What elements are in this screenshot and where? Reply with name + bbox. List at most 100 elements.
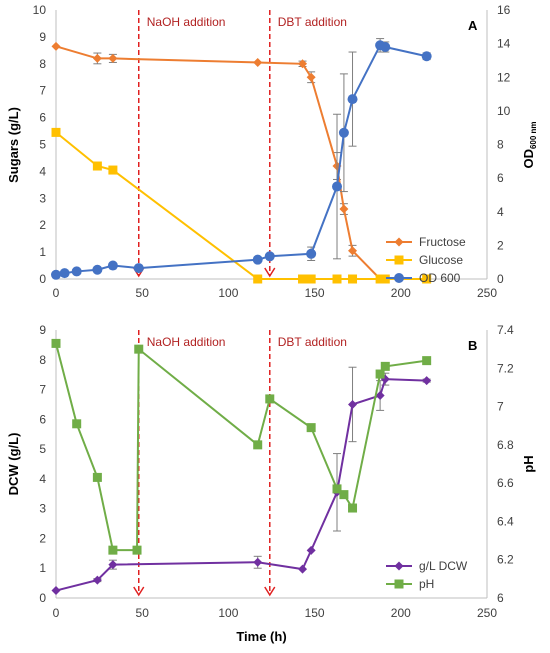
legend: Fructose Glucose OD 600 xyxy=(386,235,466,285)
data-point xyxy=(265,394,275,404)
legend-label: Glucose xyxy=(419,253,463,267)
y-tick-label-right: 10 xyxy=(497,104,511,118)
data-point xyxy=(380,361,390,371)
y-tick-label-right: 6 xyxy=(497,591,504,605)
data-point xyxy=(134,344,144,354)
data-point xyxy=(339,204,349,214)
y-axis-title-left: Sugars (g/L) xyxy=(6,107,21,183)
annotation-label: DBT addition xyxy=(278,335,347,349)
data-point xyxy=(92,53,102,63)
data-point xyxy=(422,376,432,386)
data-point xyxy=(375,369,385,379)
data-point xyxy=(133,263,144,274)
data-point xyxy=(306,545,316,555)
data-point xyxy=(306,72,316,82)
y-tick-label-right: 8 xyxy=(497,138,504,152)
data-point xyxy=(132,545,142,555)
legend-swatch-marker xyxy=(394,561,404,571)
data-point xyxy=(92,472,102,482)
y-tick-label-left: 0 xyxy=(39,591,46,605)
y-tick-label-left: 0 xyxy=(39,272,46,286)
panel-letter: B xyxy=(468,338,477,353)
data-point xyxy=(338,127,349,138)
series-line xyxy=(55,378,427,592)
data-point xyxy=(348,503,358,513)
y-tick-label-left: 9 xyxy=(39,30,46,44)
x-tick-label: 200 xyxy=(391,606,411,620)
data-point xyxy=(108,165,118,175)
annotation-arrow xyxy=(133,586,145,597)
x-axis-title: Time (h) xyxy=(236,629,286,644)
y-tick-label-right: 16 xyxy=(497,3,511,17)
panel-b: 0 50 100 150 200 250 0 1 2 3 4 5 6 7 8 9 6 6.2 6.4 6.6 6.8 7 7… xyxy=(6,323,536,644)
series-ph xyxy=(51,338,432,555)
data-point xyxy=(306,248,317,259)
data-point xyxy=(298,274,308,284)
legend-label: OD 600 xyxy=(419,271,461,285)
data-point xyxy=(59,268,70,279)
y-axis-title-left: DCW (g/L) xyxy=(6,433,21,496)
annotation-label: NaOH addition xyxy=(147,15,226,29)
legend-swatch-marker xyxy=(394,579,404,589)
series-fructose xyxy=(51,41,390,284)
x-tick-label: 250 xyxy=(477,606,497,620)
data-point xyxy=(252,254,263,265)
data-point xyxy=(108,53,118,63)
data-point xyxy=(108,560,118,570)
data-point xyxy=(108,545,118,555)
y-tick-label-right: 12 xyxy=(497,70,511,84)
y-tick-label-right: 7.4 xyxy=(497,323,514,337)
data-point xyxy=(92,575,102,585)
data-point xyxy=(332,181,343,192)
y-tick-label-right: 0 xyxy=(497,272,504,286)
x-tick-label: 0 xyxy=(53,606,60,620)
data-point xyxy=(51,41,61,51)
x-tick-label: 0 xyxy=(53,286,60,300)
annotation-label: NaOH addition xyxy=(147,335,226,349)
data-point xyxy=(347,94,358,105)
panel-letter: A xyxy=(468,18,478,33)
data-point xyxy=(264,251,275,262)
data-point xyxy=(375,391,385,401)
legend-swatch-marker xyxy=(394,273,404,283)
annotation-label: DBT addition xyxy=(278,15,347,29)
data-point xyxy=(422,274,432,284)
y-tick-label-left: 8 xyxy=(39,57,46,71)
data-point xyxy=(422,356,432,366)
data-point xyxy=(375,274,385,284)
data-point xyxy=(348,246,358,256)
data-point xyxy=(348,274,358,284)
x-tick-label: 200 xyxy=(391,286,411,300)
data-point xyxy=(332,274,342,284)
data-point xyxy=(92,264,103,275)
legend-swatch-marker xyxy=(394,255,404,265)
y-axis-title-right: OD600 nm xyxy=(521,121,538,168)
data-point xyxy=(253,274,263,284)
y-tick-label-left: 2 xyxy=(39,218,46,232)
y-tick-label-left: 2 xyxy=(39,531,46,545)
y-tick-label-left: 10 xyxy=(33,3,47,17)
y-tick-label-left: 6 xyxy=(39,412,46,426)
annotation-arrow xyxy=(264,267,276,278)
data-point xyxy=(51,269,61,280)
x-tick-label: 250 xyxy=(477,286,497,300)
y-tick-label-right: 6.8 xyxy=(497,438,514,452)
annotation-arrow xyxy=(264,586,276,597)
x-tick-label: 50 xyxy=(136,606,150,620)
legend-label: g/L DCW xyxy=(419,559,468,573)
y-tick-label-left: 5 xyxy=(39,138,46,152)
data-point xyxy=(306,423,316,433)
data-point xyxy=(51,586,61,596)
legend-swatch-marker xyxy=(394,237,404,247)
y-tick-label-right: 6.2 xyxy=(497,553,514,567)
y-tick-label-left: 1 xyxy=(39,245,46,259)
y-tick-label-left: 4 xyxy=(39,472,46,486)
x-tick-label: 150 xyxy=(305,286,325,300)
data-point xyxy=(421,51,432,62)
data-point xyxy=(348,399,358,409)
y-tick-label-right: 6.4 xyxy=(497,514,514,528)
y-tick-label-left: 1 xyxy=(39,561,46,575)
y-tick-label-left: 3 xyxy=(39,191,46,205)
y-tick-label-left: 3 xyxy=(39,502,46,516)
y-tick-label-right: 2 xyxy=(497,238,504,252)
